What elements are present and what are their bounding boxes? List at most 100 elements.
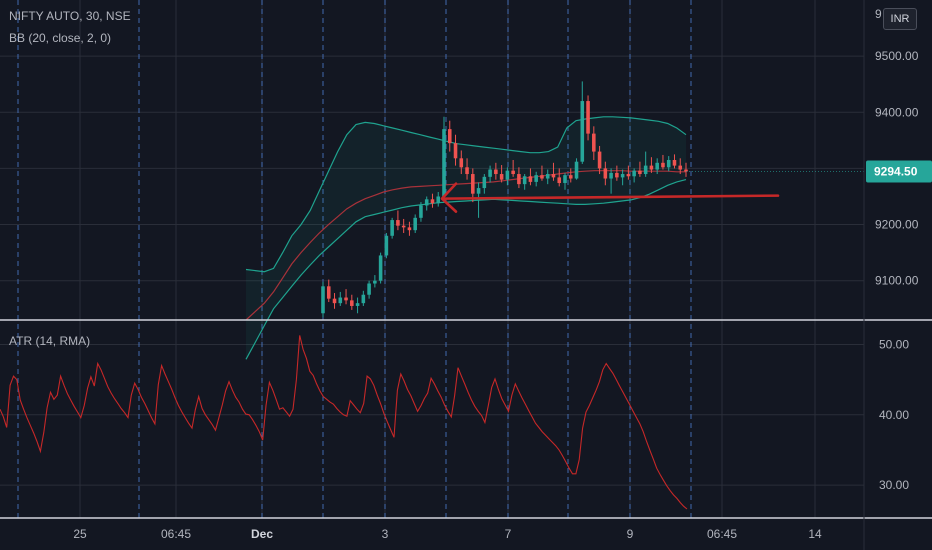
candle-body	[638, 170, 642, 175]
candle-body	[557, 177, 562, 184]
candle-body	[661, 162, 665, 168]
price-tick-label: 9200.00	[875, 218, 919, 232]
candle-body	[666, 160, 671, 168]
atr-tick-label: 40.00	[879, 408, 909, 422]
candle-body	[350, 300, 354, 306]
candle	[672, 154, 677, 169]
candle-body	[424, 199, 429, 206]
candle	[401, 218, 406, 233]
candle-body	[534, 175, 538, 182]
time-tick-label: 06:45	[161, 527, 191, 541]
candle-body	[540, 175, 544, 179]
candle	[355, 297, 360, 314]
bb-basis-line	[245, 170, 686, 321]
time-tick-label: 06:45	[707, 527, 737, 541]
candle-body	[321, 286, 325, 314]
candle	[545, 169, 550, 185]
candle	[499, 165, 504, 183]
candle	[326, 279, 331, 303]
candle	[396, 210, 400, 231]
candle-body	[384, 235, 389, 256]
symbol-legend[interactable]: NIFTY AUTO, 30, NSE	[9, 9, 131, 23]
currency-badge[interactable]: INR	[883, 8, 917, 30]
candle-body	[344, 297, 348, 301]
candle-body	[326, 286, 331, 299]
candle	[511, 160, 515, 177]
bb-legend[interactable]: BB (20, close, 2, 0)	[9, 31, 112, 45]
candle-body	[413, 217, 417, 231]
candle	[609, 168, 613, 194]
candle	[378, 252, 383, 284]
candle	[638, 161, 642, 177]
candle-body	[545, 174, 550, 179]
last-price-badge	[866, 160, 932, 183]
candle	[661, 154, 665, 170]
candle	[430, 193, 435, 208]
atr-legend[interactable]: ATR (14, RMA)	[9, 334, 91, 348]
candle	[390, 217, 394, 239]
candle-body	[407, 227, 412, 231]
candle-body	[609, 172, 613, 179]
candle-body	[563, 175, 567, 184]
candle-body	[396, 220, 400, 226]
candle	[321, 281, 325, 318]
candle	[649, 157, 654, 173]
candle-body	[528, 176, 533, 182]
axes: 99500.009400.009300.009200.009100.009294…	[73, 0, 932, 541]
candle	[505, 167, 510, 186]
candle	[494, 162, 498, 180]
candle-body	[517, 174, 521, 185]
bb-upper-line	[245, 116, 687, 273]
grid-lines	[0, 0, 864, 518]
bb-lower-line	[245, 179, 687, 360]
candle-body	[465, 167, 469, 175]
candle-body	[361, 294, 366, 304]
candle-body	[494, 169, 498, 175]
candle-body	[511, 170, 515, 175]
candle-body	[655, 162, 659, 170]
candle-body	[678, 165, 683, 170]
last-price-label: 9294.50	[874, 165, 918, 179]
candle	[517, 167, 521, 189]
candle	[471, 168, 475, 203]
candle-body	[522, 176, 527, 185]
candle	[597, 145, 602, 175]
candle	[568, 168, 573, 183]
candle	[615, 165, 619, 181]
candle-body	[649, 165, 654, 170]
candle-body	[355, 303, 360, 306]
candle-body	[367, 283, 371, 295]
candle-body	[620, 174, 625, 178]
candle-body	[401, 225, 406, 228]
candle	[563, 172, 567, 190]
candle	[338, 291, 343, 306]
time-tick-label: 3	[382, 527, 389, 541]
candle	[643, 151, 648, 177]
candle-body	[574, 161, 579, 179]
candle	[453, 134, 458, 166]
annotation-arrow[interactable]	[440, 182, 780, 213]
candle	[384, 232, 389, 259]
candle-body	[603, 168, 608, 179]
candle	[592, 126, 596, 160]
candle-body	[419, 205, 423, 218]
candle-body	[471, 174, 475, 194]
candle	[551, 162, 556, 181]
candle-body	[436, 196, 441, 204]
atr-tick-label: 30.00	[879, 478, 909, 492]
candle-body	[390, 220, 394, 236]
candle-body	[373, 280, 377, 284]
candle	[419, 202, 423, 222]
candle-body	[476, 188, 481, 194]
candle	[442, 116, 446, 200]
candle	[684, 162, 688, 177]
price-axis-background	[865, 0, 932, 518]
candle	[586, 95, 590, 141]
time-tick-label: Dec	[251, 527, 273, 541]
atr-series	[0, 335, 688, 510]
candle	[574, 158, 579, 180]
candle	[344, 289, 348, 305]
price-tick-label: 9	[875, 7, 882, 21]
